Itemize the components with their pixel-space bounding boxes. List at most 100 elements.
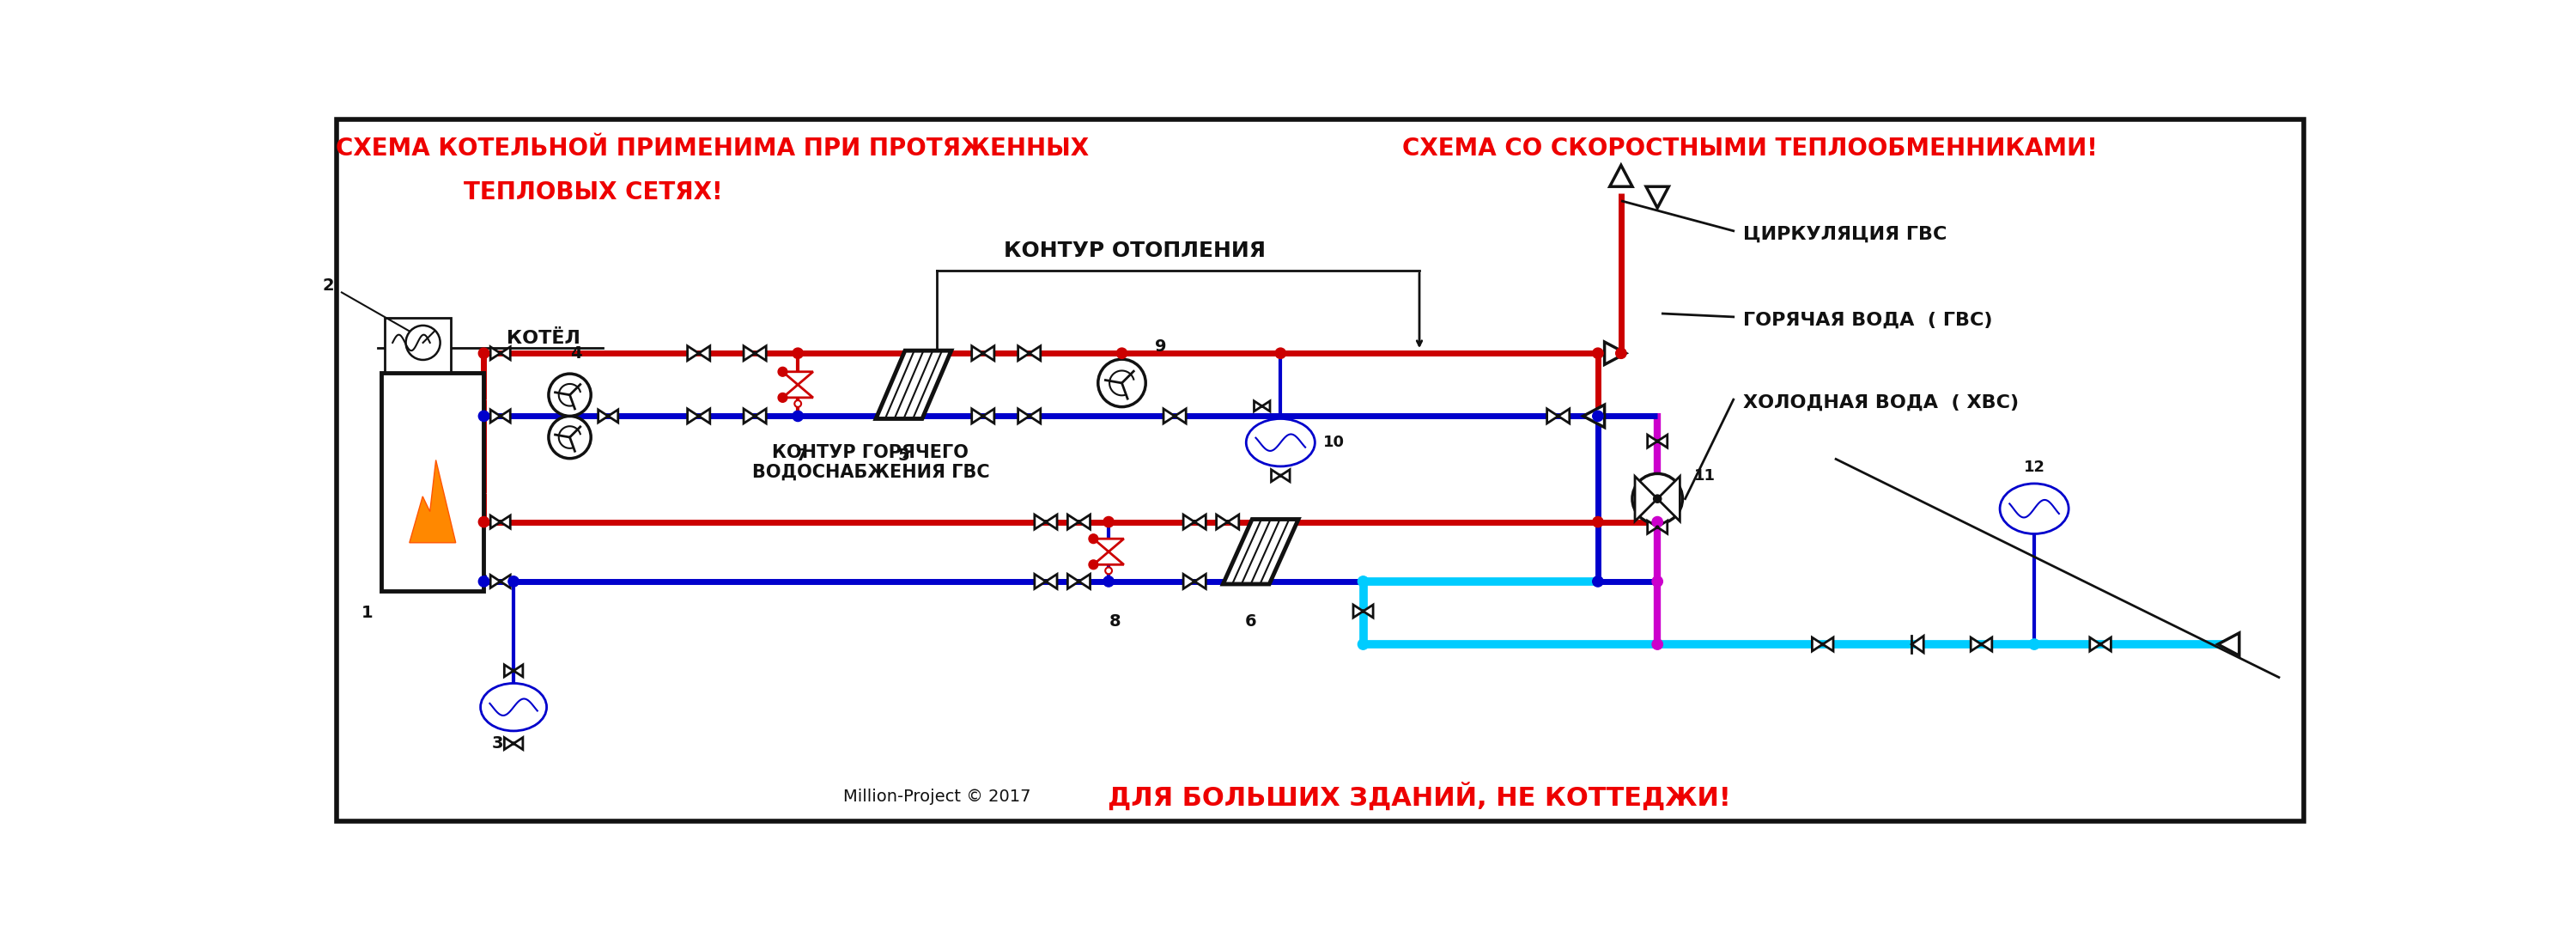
Circle shape [1358,639,1368,650]
Text: 4: 4 [569,345,582,362]
Circle shape [1656,526,1659,528]
Polygon shape [513,665,523,677]
Text: ДЛЯ БОЛЬШИХ ЗДАНИЙ, НЕ КОТТЕДЖИ!: ДЛЯ БОЛЬШИХ ЗДАНИЙ, НЕ КОТТЕДЖИ! [1108,782,1731,811]
Circle shape [1090,560,1097,569]
Polygon shape [1255,401,1262,411]
Circle shape [1556,415,1561,418]
Polygon shape [744,346,755,361]
Polygon shape [1175,409,1185,423]
Ellipse shape [1999,484,2069,534]
Text: 12: 12 [2025,460,2045,475]
Circle shape [778,393,788,403]
Ellipse shape [1247,418,1314,466]
Circle shape [1193,520,1195,524]
Polygon shape [744,409,755,423]
Text: КОНТУР ГОРЯЧЕГО
ВОДОСНАБЖЕНИЯ ГВС: КОНТУР ГОРЯЧЕГО ВОДОСНАБЖЕНИЯ ГВС [752,444,989,481]
Circle shape [752,415,757,418]
Polygon shape [1079,574,1090,589]
Polygon shape [1558,409,1569,423]
Circle shape [1821,643,1824,646]
Text: Million-Project © 2017: Million-Project © 2017 [842,788,1030,804]
Polygon shape [500,515,510,528]
Circle shape [500,521,502,523]
Circle shape [698,351,701,355]
Circle shape [1103,576,1113,587]
Circle shape [2099,643,2102,646]
Polygon shape [698,409,711,423]
Text: 2: 2 [322,278,335,294]
Polygon shape [513,737,523,749]
Polygon shape [1079,514,1090,529]
Circle shape [1981,643,1984,646]
Circle shape [500,415,502,418]
Polygon shape [505,737,513,749]
Circle shape [608,415,611,418]
Circle shape [1651,576,1662,587]
Polygon shape [1262,401,1270,411]
Circle shape [752,351,757,355]
Polygon shape [1636,476,1656,521]
Polygon shape [1811,637,1824,651]
Circle shape [793,348,804,359]
Polygon shape [1018,409,1030,423]
Polygon shape [1352,605,1363,618]
Polygon shape [1280,470,1291,482]
Polygon shape [984,409,994,423]
Circle shape [500,352,502,355]
Polygon shape [500,575,510,588]
Text: СХЕМА КОТЕЛЬНОЙ ПРИМЕНИМА ПРИ ПРОТЯЖЕННЫХ: СХЕМА КОТЕЛЬНОЙ ПРИМЕНИМА ПРИ ПРОТЯЖЕННЫ… [335,136,1090,160]
Circle shape [1115,348,1128,359]
Polygon shape [971,409,984,423]
Polygon shape [1182,514,1195,529]
Circle shape [1651,639,1662,650]
Circle shape [2030,639,2040,650]
Polygon shape [489,347,500,360]
Polygon shape [1216,514,1229,529]
Circle shape [1028,351,1030,355]
Circle shape [1280,474,1283,477]
Polygon shape [1195,514,1206,529]
Circle shape [1193,580,1195,583]
Polygon shape [1584,404,1605,428]
Text: КОТЁЛ: КОТЁЛ [507,330,580,348]
Circle shape [549,374,590,416]
Polygon shape [1656,434,1667,447]
Polygon shape [1971,637,1981,651]
Polygon shape [410,460,456,542]
Polygon shape [1036,574,1046,589]
Polygon shape [1981,637,1991,651]
Polygon shape [1030,409,1041,423]
Polygon shape [1092,552,1123,565]
Circle shape [1592,348,1602,359]
Text: 11: 11 [1695,468,1716,484]
Polygon shape [1030,346,1041,361]
Polygon shape [1164,409,1175,423]
Polygon shape [755,409,765,423]
Polygon shape [1911,636,1924,652]
Circle shape [549,416,590,459]
Polygon shape [783,372,814,385]
Text: 10: 10 [1324,435,1345,450]
Polygon shape [489,410,500,422]
Polygon shape [598,410,608,422]
Circle shape [1043,520,1048,524]
Polygon shape [755,346,765,361]
Polygon shape [500,347,510,360]
Circle shape [1656,440,1659,443]
Circle shape [1633,473,1682,524]
Polygon shape [489,515,500,528]
Polygon shape [1066,574,1079,589]
Circle shape [1592,576,1602,587]
Polygon shape [1605,342,1625,364]
Circle shape [793,401,801,407]
Text: ТЕПЛОВЫХ СЕТЯХ!: ТЕПЛОВЫХ СЕТЯХ! [464,180,721,204]
Polygon shape [688,346,698,361]
Text: 8: 8 [1110,613,1121,629]
Circle shape [981,351,984,355]
Text: ЦИРКУЛЯЦИЯ ГВС: ЦИРКУЛЯЦИЯ ГВС [1744,226,1947,243]
Text: 7: 7 [796,447,806,464]
Polygon shape [1018,346,1030,361]
Text: 6: 6 [1244,613,1257,629]
Circle shape [500,580,502,582]
Circle shape [513,669,515,672]
